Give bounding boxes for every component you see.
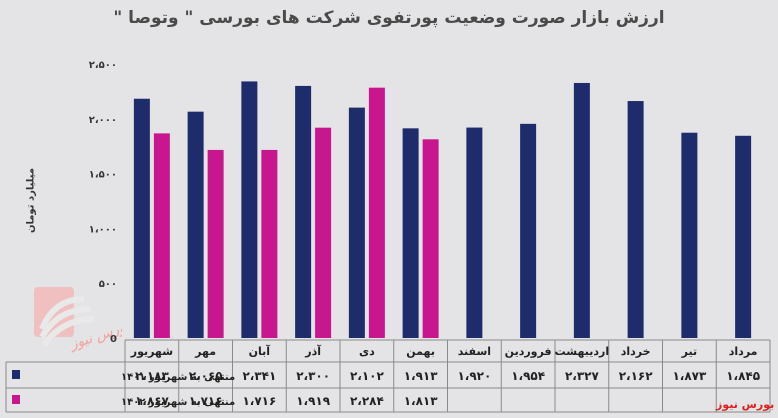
data-value-label: ۲،۰۶۵ <box>189 369 223 383</box>
y-tick-label: ۱،۰۰۰ <box>89 224 117 235</box>
legend-swatch <box>12 370 20 379</box>
bar-series2-0 <box>153 133 170 338</box>
data-value-label: ۱،۹۵۴ <box>511 369 545 383</box>
data-value-label: ۲،۱۰۲ <box>350 369 385 383</box>
category-label: فروردین <box>505 345 552 358</box>
watermark-logo-graphic: بورس نیوز <box>34 287 132 353</box>
y-tick-label: ۵۰۰ <box>99 279 117 290</box>
category-label: تیر <box>681 345 697 358</box>
category-label: آذر <box>304 344 321 358</box>
category-label: خرداد <box>621 345 651 358</box>
y-tick-label: ۱،۵۰۰ <box>89 170 117 181</box>
y-tick-label: ۲،۵۰۰ <box>89 60 117 71</box>
bar-series1-7 <box>520 123 537 338</box>
category-label: بهمن <box>406 345 435 358</box>
bar-series1-2 <box>241 81 258 339</box>
watermark-logo: بورس نیوز <box>32 285 132 369</box>
y-tick-label: ۲،۰۰۰ <box>89 115 117 126</box>
category-label: شهریور <box>130 345 173 358</box>
bar-series1-6 <box>466 127 483 339</box>
data-table: شهریور مهر آبان آذر دی بهمن اسفند فروردین اردیبه… <box>5 339 771 413</box>
data-value-label: ۱،۸۴۵ <box>726 369 760 383</box>
bar-series2-3 <box>315 127 332 338</box>
data-value-label: ۱،۸۶۷ <box>135 394 170 408</box>
chart-title: ارزش بازار صورت وضعیت پورتفوی شرکت های ب… <box>113 8 665 28</box>
bar-series1-0 <box>133 98 150 339</box>
legend-series-name: منتهی به شهریور ۱۴۰۱ <box>121 372 235 383</box>
bar-series1-11 <box>735 135 752 338</box>
bar-series1-9 <box>627 101 644 338</box>
category-label: اسفند <box>458 345 491 358</box>
bars-group <box>133 81 752 339</box>
bar-series1-3 <box>295 85 312 338</box>
data-value-label: ۱،۹۱۹ <box>296 394 331 408</box>
category-label: دی <box>359 345 375 358</box>
bar-series1-1 <box>187 111 204 339</box>
y-tick-label: 0 <box>110 334 117 345</box>
data-value-label: ۲،۳۰۰ <box>296 369 330 383</box>
bar-series2-1 <box>207 149 224 338</box>
data-value-label: ۲،۱۸۳ <box>135 369 170 383</box>
bar-series2-2 <box>261 149 278 338</box>
data-value-label: ۱،۹۱۳ <box>404 369 439 383</box>
source-label: بورس نیوز <box>716 398 775 411</box>
data-value-label: ۱،۸۷۳ <box>672 369 707 383</box>
data-value-label: ۲،۳۴۱ <box>242 369 276 383</box>
category-label: مهر <box>194 345 216 358</box>
category-label: آبان <box>249 344 271 358</box>
bar-series1-4 <box>348 107 365 339</box>
legend-swatch <box>12 395 20 404</box>
data-value-label: ۱،۹۲۰ <box>457 369 491 383</box>
category-label: اردیبهشت <box>555 345 609 358</box>
data-value-label: ۲،۳۲۷ <box>565 369 600 383</box>
bar-series1-5 <box>402 128 419 338</box>
y-axis: 0 ۵۰۰ ۱،۰۰۰ ۱،۵۰۰ ۲،۰۰۰ ۲،۵۰۰ <box>89 60 117 345</box>
bar-series1-8 <box>573 82 590 338</box>
bar-series2-5 <box>422 139 439 338</box>
category-label: مرداد <box>729 345 758 358</box>
bar-series2-4 <box>368 87 385 338</box>
data-value-label: ۲،۱۶۲ <box>619 369 654 383</box>
data-value-label: ۱،۸۱۳ <box>404 394 439 408</box>
data-value-label: ۲،۲۸۴ <box>350 394 384 408</box>
legend-series-name: منتهی به شهریور ۱۴۰۲ <box>121 397 235 408</box>
bar-series1-10 <box>681 132 698 338</box>
data-value-label: ۱،۷۱۶ <box>189 394 223 408</box>
data-value-label: ۱،۷۱۶ <box>242 394 276 408</box>
